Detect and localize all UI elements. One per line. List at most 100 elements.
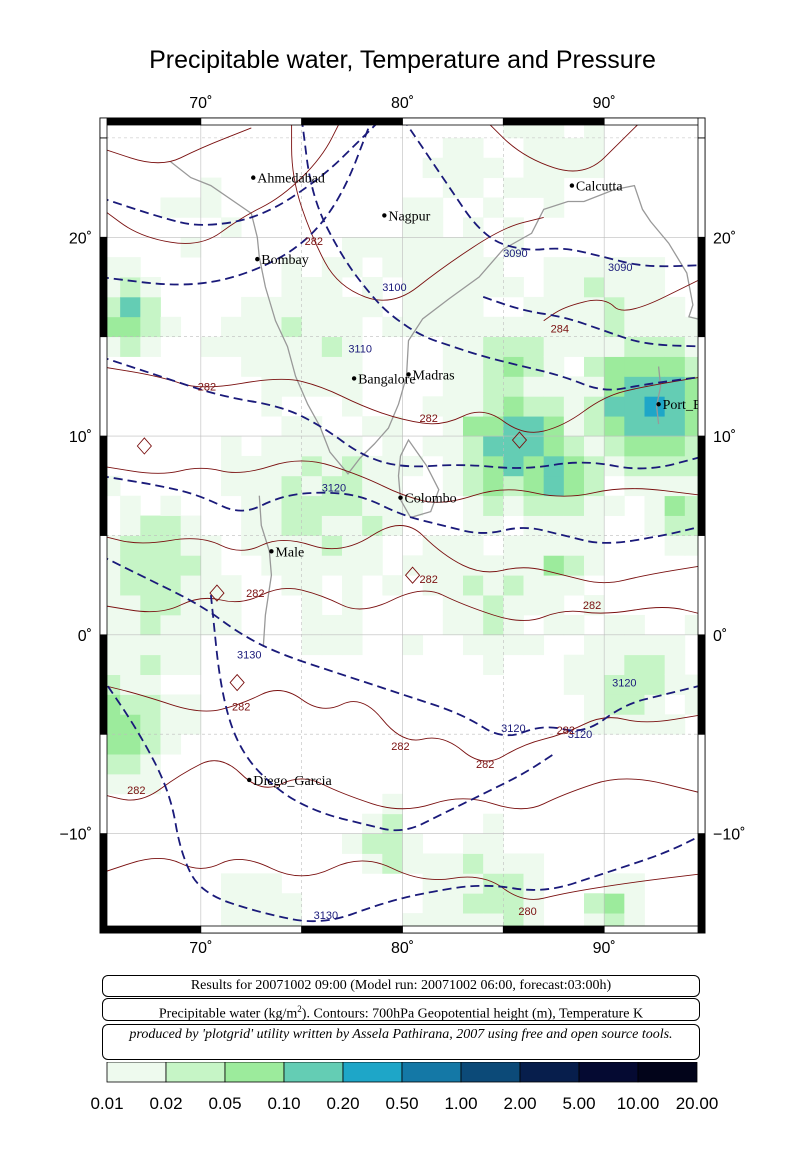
temperature-contour-line (100, 760, 705, 810)
pw-cell (221, 595, 242, 616)
pw-cell (543, 376, 565, 397)
latitude-tick-label: 0˚ (713, 628, 727, 645)
pw-cell (503, 853, 524, 874)
pw-cell (241, 535, 262, 556)
pw-cell (221, 316, 242, 338)
pw-cell (624, 416, 645, 437)
coastline (170, 161, 705, 782)
pw-cell (362, 515, 383, 536)
height-contour-line (100, 355, 705, 470)
pw-cell (463, 575, 484, 596)
pw-cell (160, 614, 182, 636)
pw-cell (301, 277, 323, 298)
pw-cell (180, 694, 202, 715)
coastline-segment (655, 366, 662, 425)
pw-cell (281, 316, 303, 338)
pw-cell (301, 555, 323, 576)
pw-cell (362, 535, 383, 556)
pw-cell (483, 396, 504, 417)
pw-cell (523, 634, 545, 656)
pw-cell (442, 336, 464, 357)
height-contour-line (210, 595, 555, 832)
pw-cell (523, 575, 545, 596)
pw-cell (342, 237, 363, 258)
colorbar-tick-label: 2.00 (503, 1094, 537, 1113)
pw-cell (160, 316, 182, 338)
map-title: Precipitable water, Temperature and Pres… (149, 46, 656, 74)
height-contour-label: 3120 (612, 678, 636, 690)
pw-cell (543, 455, 565, 477)
pw-cell (301, 614, 323, 636)
pw-cell (584, 396, 605, 417)
pw-cell (261, 515, 282, 536)
pw-cell (362, 813, 383, 835)
pw-cell (543, 515, 565, 536)
pw-cell (362, 555, 383, 576)
pw-cell (382, 495, 403, 516)
temperature-contour-line (291, 118, 544, 301)
pw-cell (584, 277, 605, 298)
coastline-segment (170, 161, 705, 475)
colorbar-tick-label: 1.00 (444, 1094, 478, 1113)
pw-cell (463, 893, 484, 914)
pw-cell (543, 137, 565, 159)
pw-cell (160, 495, 182, 516)
city-label: Ahmedabad (257, 172, 325, 187)
pw-cell (584, 296, 605, 318)
pw-cell (503, 595, 524, 616)
pw-cell (321, 555, 343, 576)
pw-cell (584, 157, 605, 179)
pw-cell (321, 495, 343, 516)
pw-cell (604, 416, 625, 437)
pw-cell (140, 734, 161, 755)
pw-cell (463, 614, 484, 636)
pw-cell (543, 555, 565, 576)
pw-cell (483, 495, 504, 516)
frame-segment (99, 236, 108, 338)
pw-cell (442, 575, 464, 596)
city-markers: Ahmedabad Calcutta Nagpur Bombay MadrasBanga… (247, 172, 702, 789)
colorbar-swatch (637, 1062, 698, 1083)
pw-cell (120, 634, 141, 656)
pw-cell (342, 555, 363, 576)
pw-cell (624, 356, 645, 377)
pw-cell (563, 555, 585, 576)
height-contour-label: 3110 (348, 344, 372, 356)
colorbar-tick-label: 0.10 (267, 1094, 301, 1113)
pw-cell (543, 177, 565, 198)
pw-cell (140, 654, 161, 675)
pw-cell (604, 376, 625, 397)
pw-cell (261, 893, 282, 914)
pw-cell (584, 674, 605, 695)
colorbar-tick-label: 0.05 (208, 1094, 242, 1113)
frame-segment (697, 236, 706, 338)
credit-box: produced by 'plotgrid' utility written b… (102, 1024, 700, 1060)
pw-cell (584, 436, 605, 457)
city-bangalore: Bangalore (351, 372, 416, 387)
height-contour-label: 3120 (501, 723, 525, 735)
pw-cell (463, 416, 484, 437)
pw-cell (362, 853, 383, 874)
pw-cell (644, 634, 666, 656)
pw-cell (563, 654, 585, 675)
pw-cell (503, 336, 524, 357)
pw-cell (483, 634, 504, 656)
pw-cell (543, 356, 565, 377)
pw-cell (644, 396, 666, 417)
pw-cell (604, 893, 625, 914)
pw-cell (523, 296, 545, 318)
pw-cell (584, 455, 605, 477)
pw-cell (180, 515, 202, 536)
pw-cell (402, 833, 424, 854)
city-label: Madras (413, 368, 455, 383)
pw-cell (342, 316, 363, 338)
pw-cell (120, 694, 141, 715)
pw-cell (402, 197, 424, 218)
colorbar-swatch (342, 1062, 403, 1083)
city-label: Calcutta (576, 180, 623, 195)
pw-cell (160, 535, 182, 556)
pw-cell (442, 873, 464, 894)
pw-cell (563, 416, 585, 437)
pw-cell (221, 436, 242, 457)
pw-cell (160, 654, 182, 675)
